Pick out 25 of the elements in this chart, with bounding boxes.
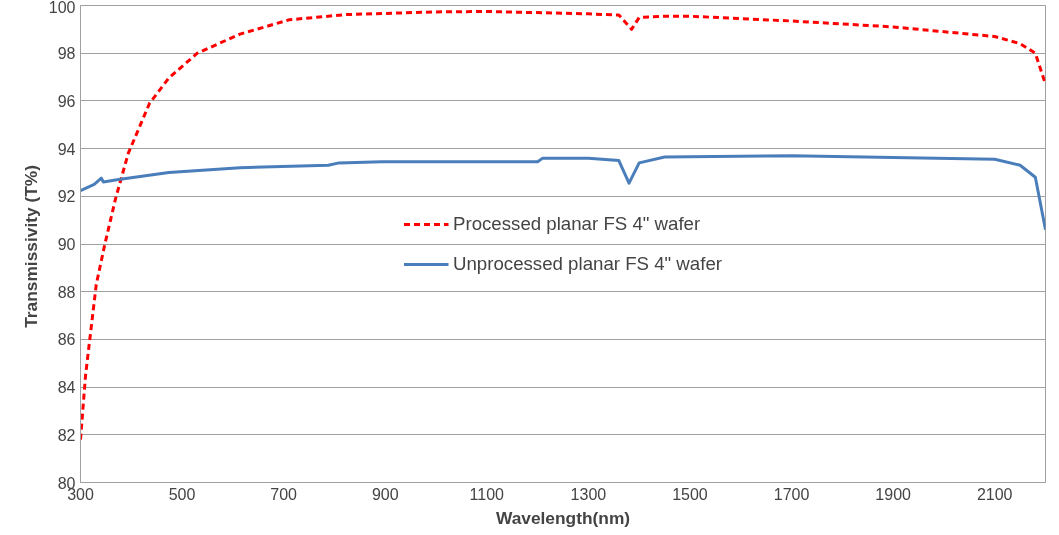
x-axis-title: Wavelength(nm) (495, 507, 631, 528)
x-tick-label: 900 (371, 485, 399, 503)
y-tick-label: 100 (48, 0, 76, 16)
y-tick-label: 90 (57, 236, 76, 253)
x-tick-label: 1500 (672, 485, 708, 503)
y-axis-title: Transmissivity (T%) (20, 165, 41, 328)
y-tick-label: 88 (57, 283, 76, 301)
x-tick-label: 1900 (875, 485, 912, 503)
line-series (80, 9, 1046, 442)
legend-label: Processed planar FS 4" wafer (453, 212, 701, 235)
y-tick-label: 82 (57, 426, 76, 444)
y-tick-label: 94 (57, 140, 76, 158)
y-tick-label: 96 (57, 92, 76, 110)
legend-label: Unprocessed planar FS 4" wafer (453, 252, 722, 275)
x-tick-label: 1300 (570, 485, 607, 503)
y-tick-label: 84 (57, 379, 76, 397)
x-tick-label: 1700 (773, 485, 810, 503)
y-tick-label: 98 (57, 45, 76, 63)
x-tick-label: 2100 (976, 485, 1013, 503)
x-tick-label: 500 (168, 485, 196, 503)
x-tick-label: 1100 (469, 485, 505, 503)
line-series (80, 154, 1046, 232)
y-tick-label: 86 (57, 331, 76, 349)
x-tick-label: 700 (270, 485, 298, 503)
y-tick-label: 92 (57, 188, 76, 206)
